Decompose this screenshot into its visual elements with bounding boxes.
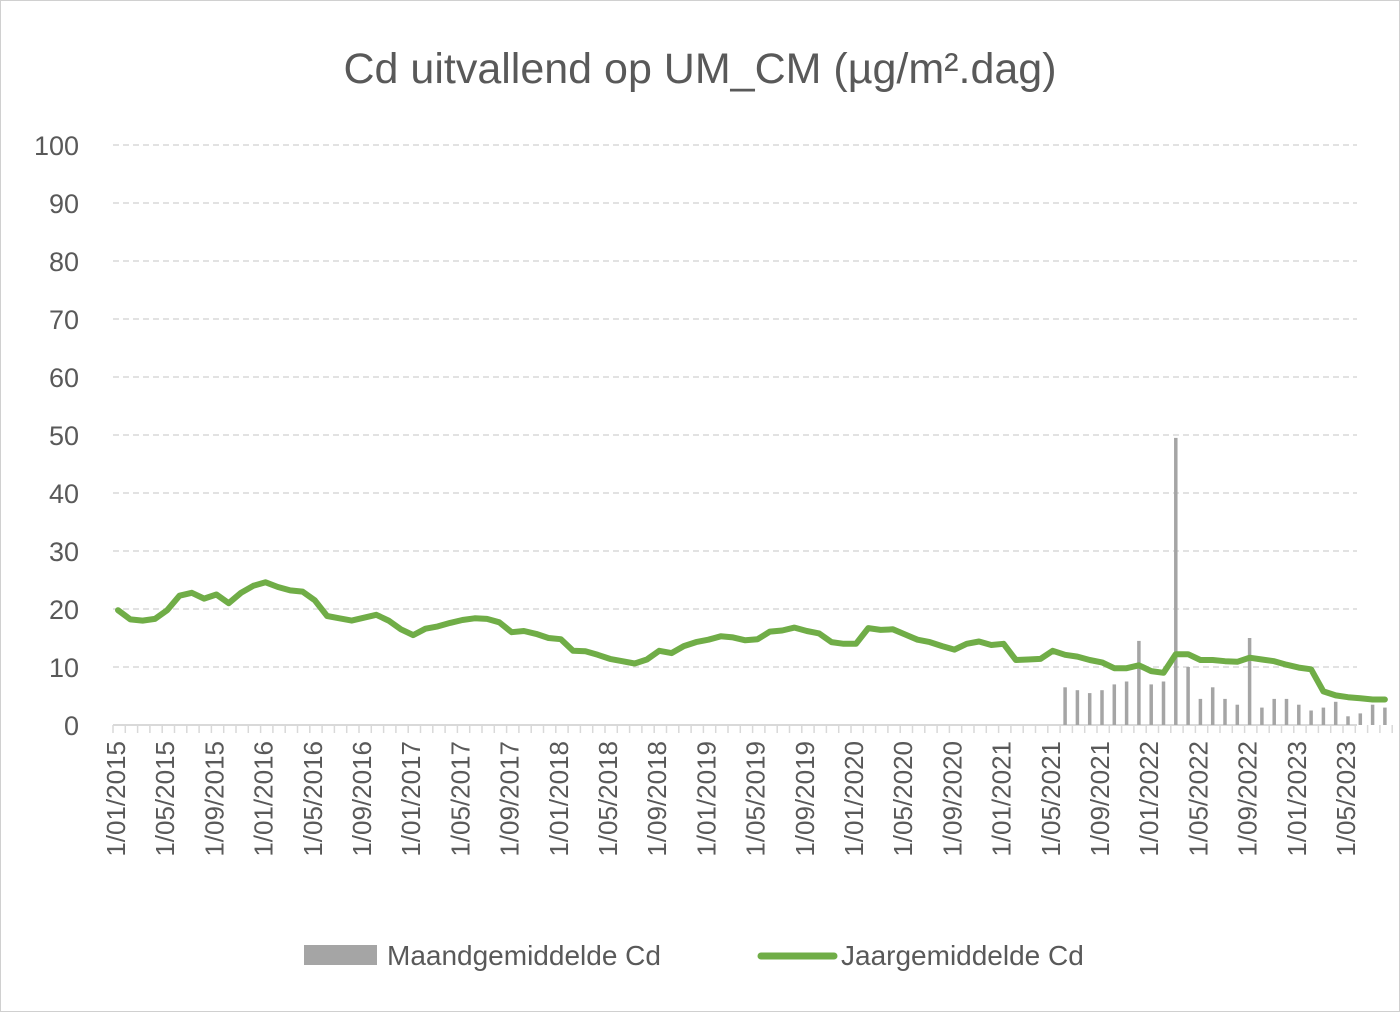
legend-label-jaargemiddelde: Jaargemiddelde Cd (841, 940, 1084, 971)
legend-swatch-maandgemiddelde (304, 945, 377, 965)
bar-maandgemiddelde (1223, 698, 1227, 725)
bar-maandgemiddelde (1210, 687, 1215, 725)
x-axis (112, 724, 1393, 733)
line-series-jaargemiddelde (115, 579, 1388, 703)
x-tick-label: 1/05/2020 (888, 741, 918, 857)
x-tick-label: 1/09/2015 (199, 741, 229, 857)
x-tick-label: 1/01/2020 (839, 741, 869, 857)
x-tick-label: 1/09/2021 (1085, 741, 1115, 857)
legend-label-maandgemiddelde: Maandgemiddelde Cd (387, 940, 661, 971)
x-tick-label: 1/01/2022 (1134, 741, 1164, 857)
bar-maandgemiddelde (1174, 437, 1178, 725)
bar-maandgemiddelde (1358, 713, 1363, 725)
x-tick-label: 1/01/2016 (249, 741, 279, 857)
bar-maandgemiddelde (1309, 710, 1313, 725)
bar-series-maandgemiddelde (1063, 437, 1387, 725)
y-tick-label: 60 (49, 363, 79, 393)
x-tick-label: 1/09/2022 (1233, 741, 1263, 857)
y-tick-label: 20 (49, 595, 79, 625)
bar-maandgemiddelde (1272, 698, 1276, 725)
x-tick-label: 1/01/2018 (544, 741, 574, 857)
x-axis-ticks: 1/01/2015 1/05/2015 1/09/2015 1/01/2016 1/05… (101, 741, 1361, 857)
line-jaargemiddelde (115, 579, 1388, 703)
bar-maandgemiddelde (1149, 684, 1153, 725)
bar-maandgemiddelde (1100, 690, 1104, 725)
x-tick-label: 1/05/2023 (1331, 741, 1361, 857)
bar-maandgemiddelde (1284, 698, 1289, 725)
bar-maandgemiddelde (1235, 704, 1240, 725)
bar-maandgemiddelde (1186, 667, 1190, 725)
x-tick-label: 1/09/2018 (642, 741, 672, 857)
y-tick-label: 10 (49, 653, 79, 683)
bar-maandgemiddelde (1370, 704, 1375, 725)
bar-maandgemiddelde (1137, 640, 1141, 725)
y-axis-ticks: 0 10 20 30 40 50 60 70 80 90 100 (34, 131, 79, 741)
y-tick-label: 100 (34, 131, 79, 161)
grid-lines (113, 144, 1357, 668)
y-tick-label: 30 (49, 537, 79, 567)
bar-maandgemiddelde (1075, 690, 1080, 725)
x-tick-label: 1/05/2018 (593, 741, 623, 857)
x-tick-label: 1/05/2017 (445, 741, 475, 857)
y-tick-label: 50 (49, 421, 79, 451)
x-tick-label: 1/09/2017 (495, 741, 525, 857)
bar-maandgemiddelde (1260, 707, 1264, 725)
bar-maandgemiddelde (1124, 681, 1129, 725)
bar-maandgemiddelde (1087, 693, 1092, 725)
x-tick-label: 1/05/2015 (150, 741, 180, 857)
x-tick-label: 1/01/2021 (987, 741, 1017, 857)
bar-maandgemiddelde (1247, 638, 1252, 725)
y-tick-label: 40 (49, 479, 79, 509)
bar-maandgemiddelde (1112, 684, 1117, 725)
x-tick-label: 1/01/2015 (101, 741, 131, 857)
x-tick-label: 1/01/2019 (691, 741, 721, 857)
bar-maandgemiddelde (1063, 687, 1067, 725)
x-tick-label: 1/09/2016 (347, 741, 377, 857)
x-tick-label: 1/09/2020 (937, 741, 967, 857)
bar-maandgemiddelde (1383, 707, 1387, 725)
bar-maandgemiddelde (1297, 704, 1301, 725)
x-tick-label: 1/09/2019 (790, 741, 820, 857)
chart-title: Cd uitvallend op UM_CM (µg/m².dag) (343, 45, 1056, 93)
bar-maandgemiddelde (1161, 681, 1166, 725)
x-tick-label: 1/05/2019 (741, 741, 771, 857)
y-tick-label: 70 (49, 305, 79, 335)
x-tick-label: 1/05/2016 (298, 741, 328, 857)
bar-maandgemiddelde (1198, 698, 1203, 725)
bar-maandgemiddelde (1346, 716, 1350, 725)
y-tick-label: 90 (49, 189, 79, 219)
x-tick-label: 1/01/2017 (396, 741, 426, 857)
x-tick-label: 1/05/2021 (1036, 741, 1066, 857)
legend: Maandgemiddelde Cd Jaargemiddelde Cd (304, 940, 1084, 971)
x-tick-label: 1/05/2022 (1183, 741, 1213, 857)
x-tick-label: 1/01/2023 (1282, 741, 1312, 857)
y-tick-label: 0 (64, 711, 79, 741)
y-tick-label: 80 (49, 247, 79, 277)
bar-maandgemiddelde (1333, 701, 1338, 725)
bar-maandgemiddelde (1321, 707, 1326, 725)
